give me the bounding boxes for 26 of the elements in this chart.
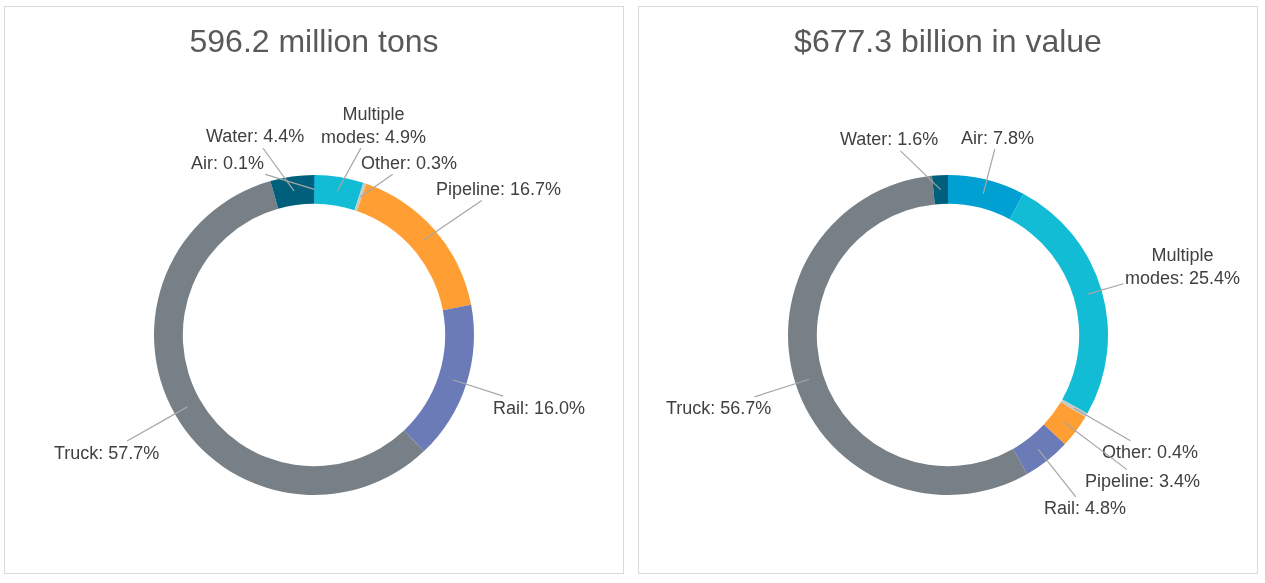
donut-slice <box>788 175 1028 495</box>
slice-label: Truck: 56.7% <box>666 398 772 418</box>
donut-slice <box>931 175 948 205</box>
chart-title: 596.2 million tons <box>189 23 439 60</box>
donut-slice <box>1012 424 1065 475</box>
slice-label: Other: 0.3% <box>361 153 458 173</box>
slice-label: Pipeline: 3.4% <box>1085 471 1201 491</box>
donut-slice <box>354 182 367 211</box>
slice-label: Air: 7.8% <box>961 128 1035 148</box>
slice-label: Water: 4.4% <box>206 126 305 146</box>
slice-label: Rail: 4.8% <box>1044 498 1127 518</box>
slice-label: Water: 1.6% <box>840 129 939 149</box>
slice-label: Other: 0.4% <box>1102 442 1199 462</box>
chart-title: $677.3 billion in value <box>794 23 1102 60</box>
donut-slice <box>404 304 474 452</box>
slice-label: Truck: 57.7% <box>54 443 160 463</box>
donut-slice <box>270 175 314 209</box>
donut-slice <box>314 175 364 211</box>
slice-label: Rail: 16.0% <box>493 398 586 418</box>
slice-label: Multiple modes: 25.4% <box>1125 245 1241 289</box>
slice-label: Pipeline: 16.7% <box>436 179 562 199</box>
donut-slice <box>1009 193 1108 414</box>
donut-slice <box>1043 402 1086 445</box>
slice-label: Multiple modes: 4.9% <box>321 104 427 148</box>
donut-slice <box>948 175 1024 220</box>
slice-label: Air: 0.1% <box>191 153 265 173</box>
